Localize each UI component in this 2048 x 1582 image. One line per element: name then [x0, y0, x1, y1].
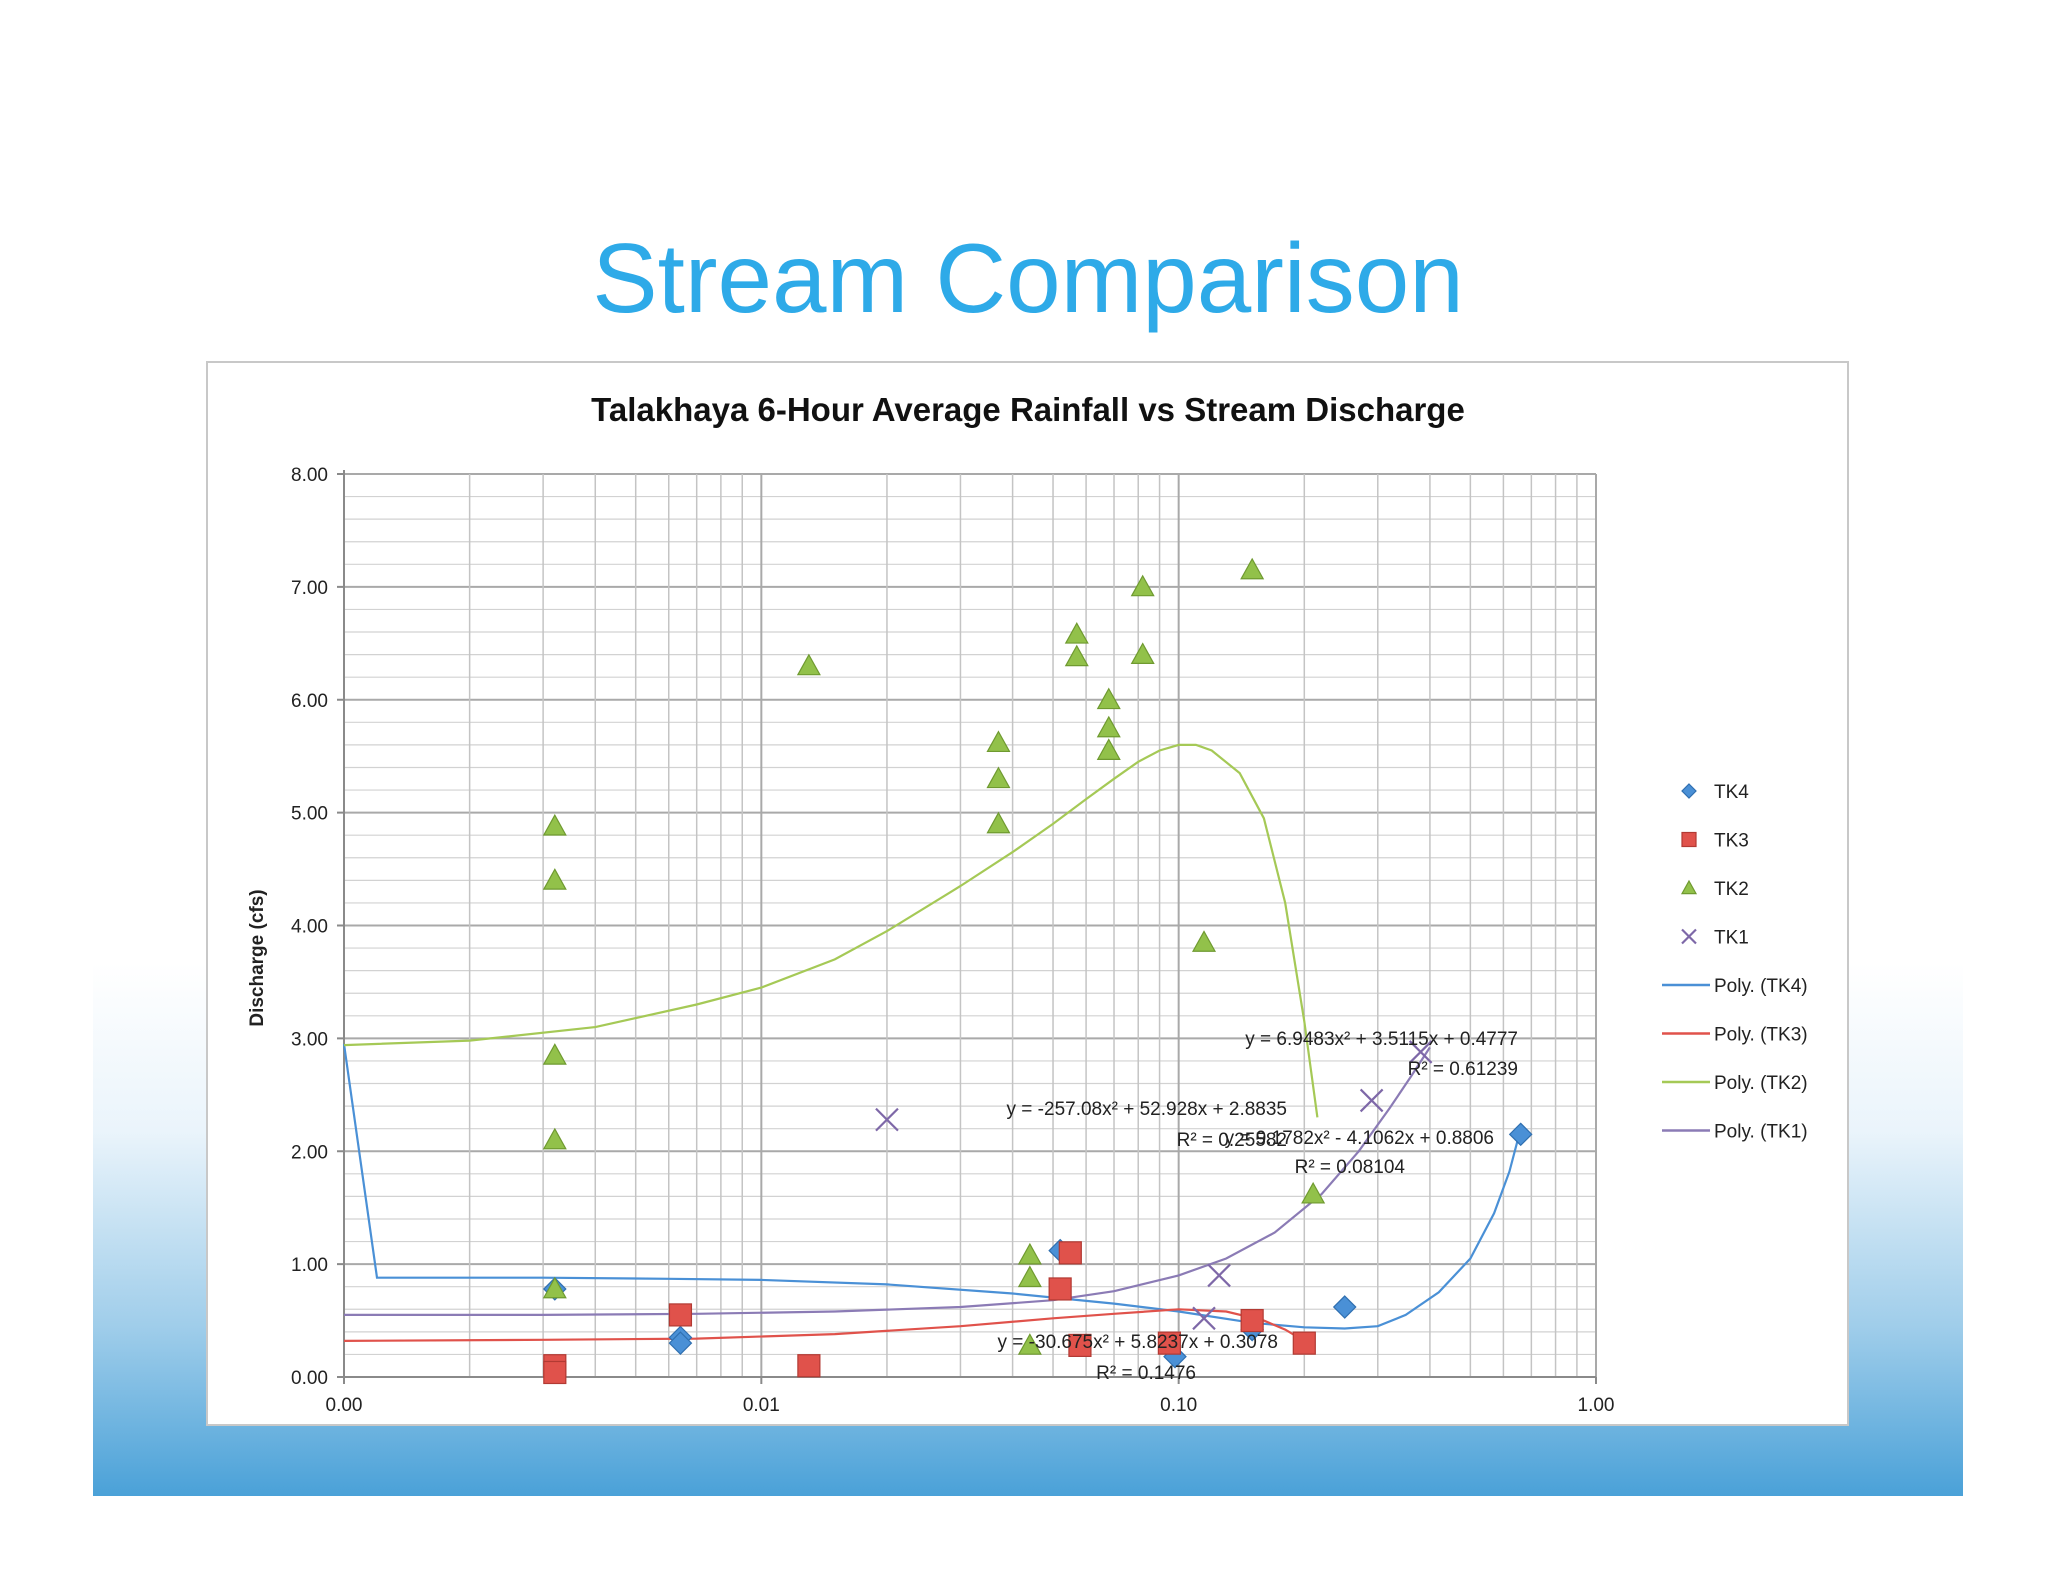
axes: [337, 470, 1597, 1384]
data-point-tk4: [1508, 1122, 1533, 1147]
legend-marker-tk4: [1681, 783, 1697, 799]
data-point-tk2: [1017, 1265, 1042, 1288]
trendline-equations: y = 6.9483x² + 3.5115x + 0.4777 R² = 0.61…: [998, 1029, 1518, 1384]
trendline-4: [344, 1046, 1431, 1316]
data-point-tk1: [1207, 1263, 1231, 1288]
data-point-tk2: [542, 1127, 567, 1150]
trendline-1: [342, 1043, 1522, 1330]
data-point-tk3: [1058, 1241, 1082, 1265]
y-tick-label: 4.00: [291, 917, 328, 938]
legend-marker-tk2: [1680, 879, 1698, 895]
legend-label: Poly. (TK4): [1714, 976, 1808, 997]
data-point-tk2: [542, 1043, 567, 1065]
data-points: [542, 557, 1533, 1385]
trendline-equation: y = 9.1782x² - 4.1062x + 0.8806: [1225, 1128, 1494, 1149]
legend-label: Poly. (TK3): [1714, 1025, 1808, 1046]
tick-labels: 0.00 1.00 2.00 3.00 4.00 5.00 6.00 7.00 8.00 0.00…: [291, 465, 1614, 1416]
data-point-tk2: [542, 868, 567, 890]
slide: Stream Comparison Talakhaya 6-Hour Avera…: [93, 93, 1963, 1496]
trendline-r-squared: R² = 0.08104: [1295, 1157, 1406, 1178]
trendline-r-squared: R² = 0.1476: [1096, 1363, 1196, 1384]
data-point-tk2: [1064, 622, 1089, 644]
data-point-tk2: [986, 811, 1011, 834]
data-point-tk2: [1191, 930, 1217, 952]
y-tick-label: 5.00: [291, 804, 328, 825]
x-tick-label: 0.01: [743, 1395, 780, 1416]
data-point-tk2: [1096, 715, 1121, 738]
chart-frame: Talakhaya 6-Hour Average Rainfall vs Str…: [206, 361, 1849, 1426]
data-point-tk2: [1096, 738, 1121, 760]
slide-title: Stream Comparison: [592, 223, 1464, 333]
legend-marker-tk3: [1681, 831, 1697, 848]
y-tick-label: 0.00: [291, 1368, 328, 1389]
data-point-tk3: [1240, 1308, 1264, 1333]
chart-title: Talakhaya 6-Hour Average Rainfall vs Str…: [591, 391, 1465, 428]
trendline-3: [343, 743, 1319, 1118]
y-tick-label: 2.00: [291, 1142, 328, 1163]
data-point-tk4: [1332, 1295, 1357, 1319]
y-axis-label: Discharge (cfs): [247, 889, 268, 1026]
data-point-tk2: [1096, 687, 1121, 710]
legend-label: TK2: [1714, 879, 1749, 900]
y-tick-label: 8.00: [291, 465, 328, 486]
x-tick-label: 0.00: [326, 1395, 363, 1416]
x-tick-label: 0.10: [1160, 1395, 1197, 1416]
legend-label: TK4: [1714, 782, 1749, 803]
chart: Talakhaya 6-Hour Average Rainfall vs Str…: [247, 391, 1808, 1416]
data-point-tk3: [1292, 1331, 1316, 1355]
trendline-equation: y = -30.675x² + 5.8237x + 0.3078: [998, 1332, 1278, 1353]
y-tick-label: 3.00: [291, 1029, 328, 1050]
data-point-tk2: [542, 1276, 567, 1299]
y-tick-label: 6.00: [291, 691, 328, 712]
trendline-equation: y = -257.08x² + 52.928x + 2.8835: [1007, 1099, 1287, 1120]
data-point-tk2: [986, 766, 1011, 789]
data-point-tk2: [986, 730, 1011, 753]
data-point-tk3: [1157, 1331, 1181, 1355]
data-point-tk1: [1359, 1088, 1384, 1113]
data-point-tk2: [1017, 1333, 1042, 1355]
data-point-tk2: [1240, 557, 1265, 580]
data-point-tk3: [1068, 1333, 1092, 1357]
data-point-tk2: [1301, 1181, 1326, 1204]
data-point-tk1: [1192, 1306, 1216, 1331]
y-tick-label: 1.00: [291, 1255, 328, 1276]
data-point-tk2: [1130, 642, 1155, 664]
x-tick-label: 1.00: [1578, 1395, 1615, 1416]
y-tick-label: 7.00: [291, 578, 328, 599]
data-point-tk2: [1130, 574, 1155, 597]
data-point-tk3: [1048, 1277, 1072, 1301]
legend-label: TK1: [1714, 928, 1749, 949]
grid: [343, 473, 1597, 1378]
legend-label: TK3: [1714, 831, 1749, 852]
trendline-r-squared: R² = 0.61239: [1408, 1059, 1518, 1080]
data-point-tk2: [796, 653, 821, 676]
data-point-tk2: [542, 813, 567, 836]
legend-marker-tk1: [1681, 928, 1697, 945]
data-point-tk3: [797, 1354, 821, 1378]
data-point-tk2: [1064, 644, 1089, 667]
trendline-equation: y = 6.9483x² + 3.5115x + 0.4777: [1245, 1029, 1518, 1050]
data-point-tk2: [1017, 1242, 1042, 1265]
data-point-tk3: [668, 1303, 693, 1327]
trendline-r-squared: R² = 0.25582: [1177, 1130, 1287, 1151]
legend: TK4 TK3 TK2 TK1 Poly. (TK4) Poly. (TK3) Poly. …: [1662, 782, 1808, 1143]
legend-label: Poly. (TK1): [1714, 1122, 1808, 1143]
data-point-tk4: [668, 1331, 693, 1355]
data-point-tk1: [875, 1107, 899, 1132]
data-point-tk3: [543, 1360, 567, 1385]
data-point-tk1: [1408, 1040, 1433, 1064]
legend-label: Poly. (TK2): [1714, 1073, 1808, 1094]
